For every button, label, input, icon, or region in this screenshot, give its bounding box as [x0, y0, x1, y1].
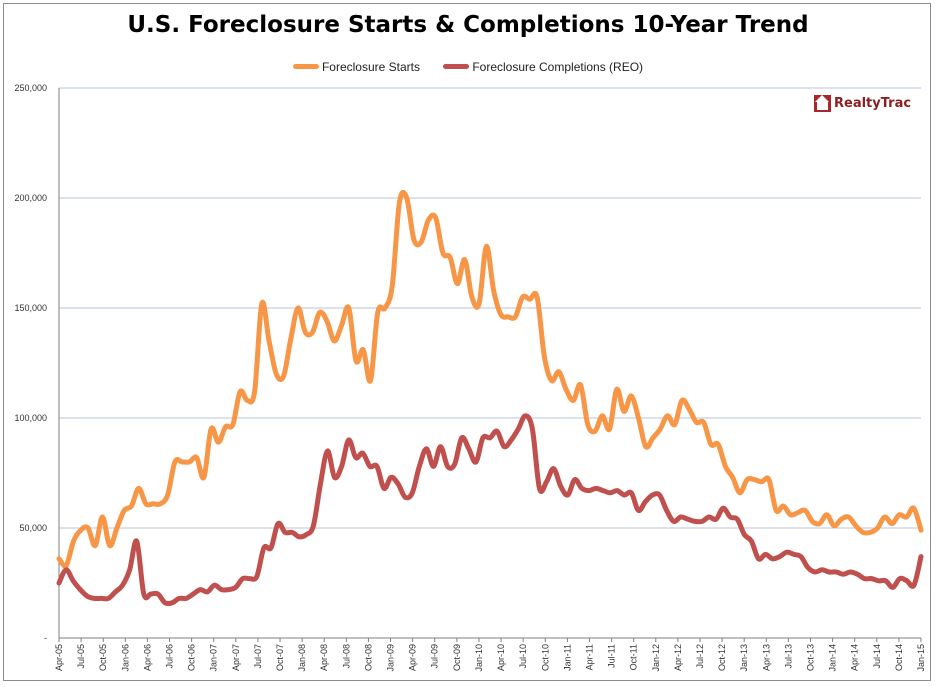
x-tick-label: Apr-07 [231, 644, 241, 671]
x-tick-label: Jul-11 [607, 644, 617, 668]
x-tick-label: Jul-12 [695, 644, 705, 669]
x-tick-label: Oct-09 [452, 644, 462, 671]
y-tick-label: - [44, 633, 47, 643]
x-tick-label: Oct-14 [894, 644, 904, 671]
y-tick-label: 150,000 [14, 303, 47, 313]
y-tick-label: 200,000 [14, 193, 47, 203]
x-tick-label: Jan-11 [562, 644, 572, 671]
x-tick-label: Oct-07 [275, 644, 285, 671]
logo-text: RealtyTrac [834, 96, 912, 111]
x-tick-label: Apr-06 [142, 644, 152, 671]
x-tick-label: Jul-07 [253, 644, 263, 669]
x-tick-label: Apr-13 [761, 644, 771, 671]
x-tick-label: Jul-05 [76, 644, 86, 669]
x-tick-label: Jan-06 [120, 644, 130, 672]
x-tick-label: Apr-05 [54, 644, 64, 671]
x-tick-label: Jan-15 [916, 644, 926, 672]
y-tick-labels: - 50,000 100,000 150,000 200,000 250,000 [14, 83, 47, 643]
series-lines [56, 189, 924, 607]
x-tick-label: Apr-08 [319, 644, 329, 671]
x-tick-label: Oct-05 [98, 644, 108, 671]
x-tick-label: Jul-14 [872, 644, 882, 669]
x-tick-label: Jan-07 [209, 644, 219, 672]
house-icon [814, 95, 831, 112]
x-tick-label: Apr-12 [673, 644, 683, 671]
x-tick-label: Jan-09 [386, 644, 396, 672]
y-tick-label: 50,000 [19, 523, 47, 533]
x-tick-label: Jan-10 [474, 644, 484, 672]
legend-label-starts: Foreclosure Starts [321, 59, 420, 74]
realtytrac-logo: RealtyTrac [814, 95, 911, 112]
x-tick-label: Apr-14 [850, 644, 860, 671]
x-tick-label: Oct-11 [629, 644, 639, 670]
axes [58, 88, 922, 642]
legend-swatch-starts [292, 64, 319, 69]
series-line-foreclosure-starts [56, 189, 924, 569]
x-tick-label: Jul-10 [518, 644, 528, 669]
x-tick-label: Jan-13 [739, 644, 749, 672]
x-tick-label: Jul-09 [430, 644, 440, 669]
grid-lines [59, 87, 921, 529]
x-tick-label: Jan-14 [828, 644, 838, 672]
x-tick-label: Oct-13 [805, 644, 815, 671]
x-tick-label: Jan-08 [297, 644, 307, 672]
x-tick-label: Jul-06 [165, 644, 175, 669]
x-tick-label: Apr-10 [496, 644, 506, 671]
y-tick-label: 250,000 [14, 83, 47, 93]
chart-title: U.S. Foreclosure Starts & Completions 10… [127, 12, 809, 38]
x-tick-label: Jul-08 [341, 644, 351, 669]
x-tick-label: Oct-10 [540, 644, 550, 671]
legend-item-starts: Foreclosure Starts [292, 59, 420, 74]
series-line-foreclosure-completions [56, 413, 924, 607]
legend-label-completions: Foreclosure Completions (REO) [472, 59, 644, 74]
legend-swatch-completions [443, 64, 470, 69]
x-tick-label: Jul-13 [783, 644, 793, 669]
x-tick-label: Oct-06 [187, 644, 197, 671]
x-tick-labels: Apr-05 Jul-05 Oct-05 Jan-06 Apr-06 Jul-06 Oct-… [54, 644, 926, 672]
chart-legend: Foreclosure Starts Foreclosure Completio… [0, 58, 936, 74]
y-tick-label: 100,000 [14, 413, 47, 423]
x-tick-label: Oct-12 [717, 644, 727, 671]
chart-frame [3, 3, 931, 681]
x-tick-label: Oct-08 [363, 644, 373, 671]
x-tick-label: Apr-11 [584, 644, 594, 670]
legend-item-completions: Foreclosure Completions (REO) [443, 60, 643, 74]
x-tick-label: Apr-09 [408, 644, 418, 671]
x-tick-label: Jan-12 [651, 644, 661, 672]
